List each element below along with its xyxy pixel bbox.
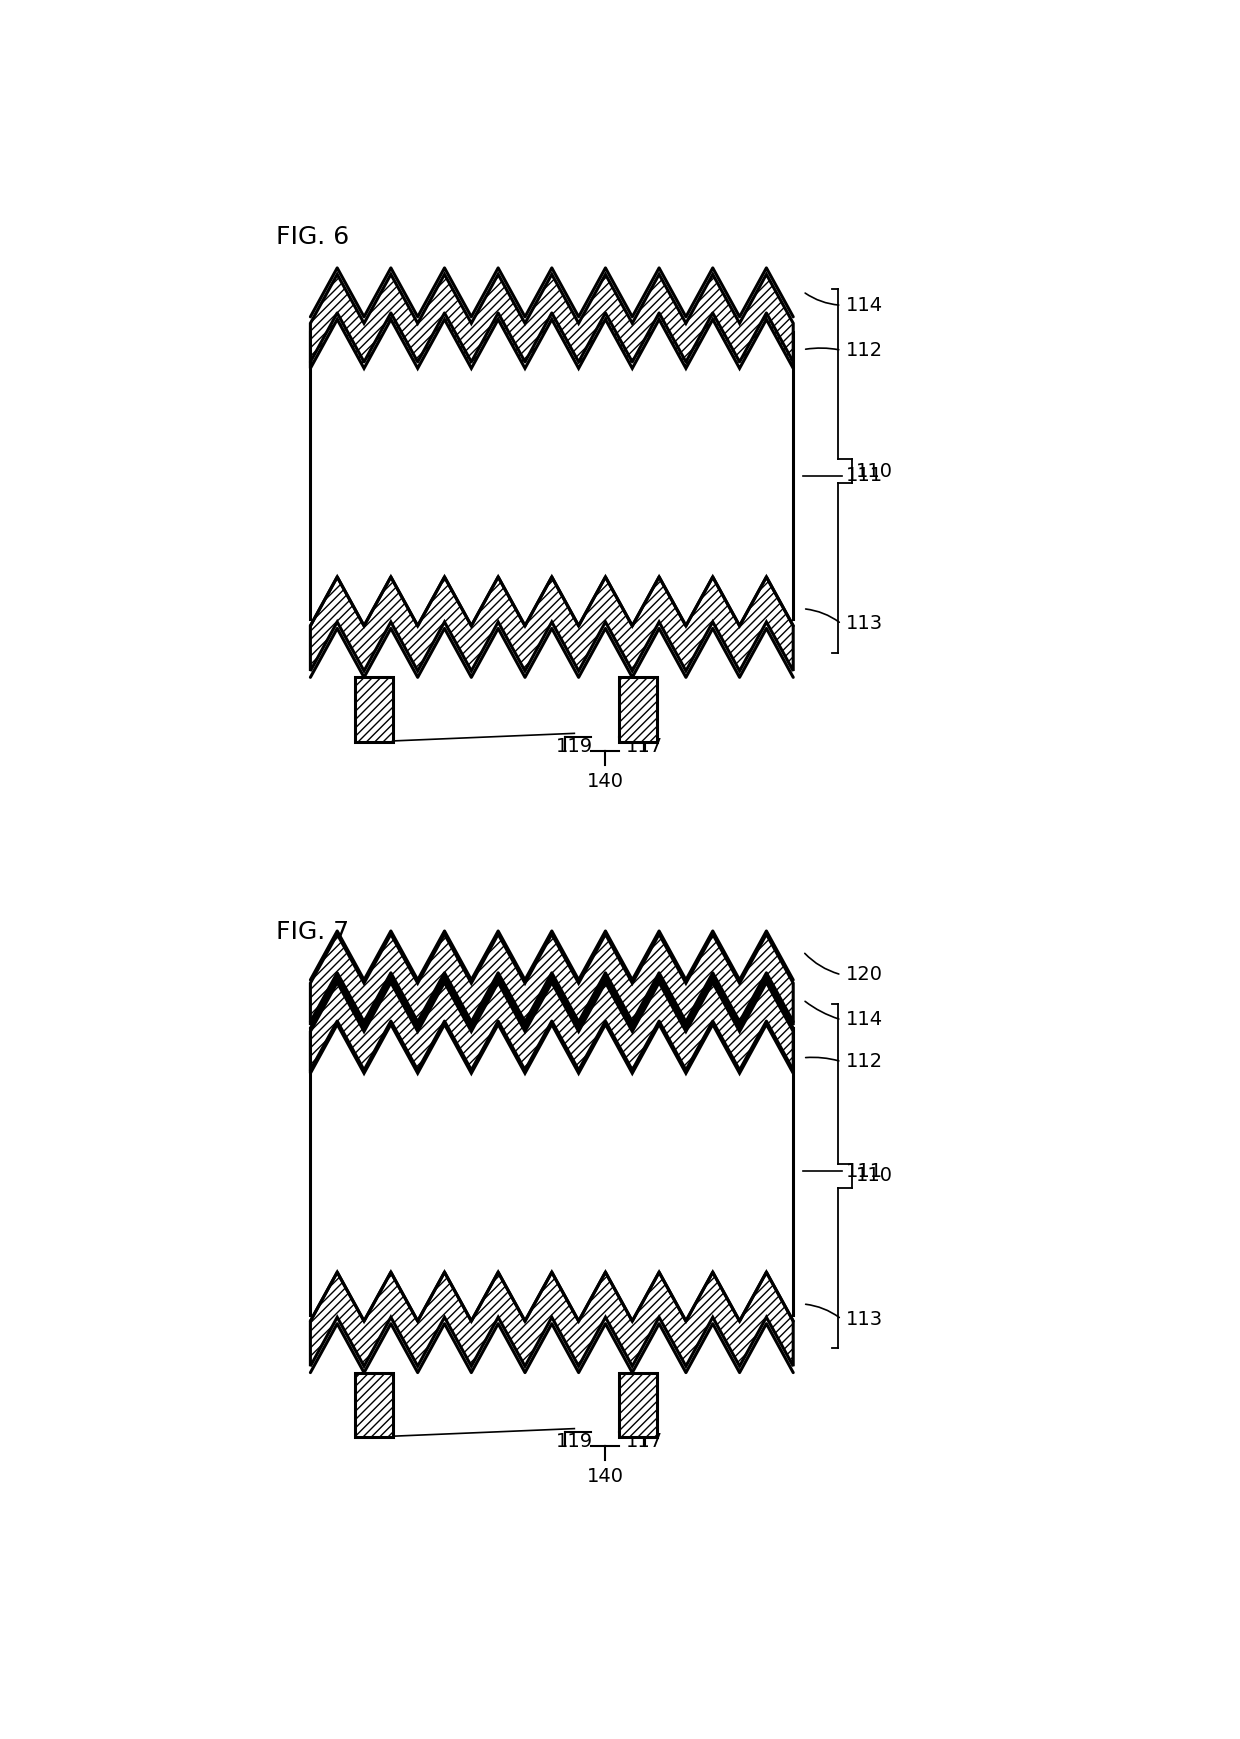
- Text: 112: 112: [846, 1052, 883, 1071]
- Text: 111: 111: [846, 1162, 883, 1181]
- Text: 119: 119: [556, 1431, 593, 1450]
- Polygon shape: [310, 934, 794, 1024]
- Text: 114: 114: [846, 1010, 883, 1029]
- Text: 113: 113: [846, 614, 883, 633]
- Text: 110: 110: [856, 461, 893, 480]
- Text: 113: 113: [846, 1309, 883, 1329]
- Bar: [311, 356, 792, 595]
- Text: 117: 117: [626, 737, 663, 755]
- Text: 119: 119: [556, 737, 593, 755]
- Polygon shape: [310, 983, 794, 1073]
- Bar: [620, 1372, 657, 1436]
- Text: FIG. 7: FIG. 7: [277, 920, 350, 944]
- Polygon shape: [310, 577, 794, 671]
- Text: FIG. 6: FIG. 6: [277, 224, 350, 249]
- Text: 117: 117: [626, 1431, 663, 1450]
- Bar: [620, 676, 657, 743]
- Text: 120: 120: [846, 965, 883, 984]
- Bar: [310, 356, 794, 595]
- Bar: [356, 676, 393, 743]
- Text: 112: 112: [846, 341, 883, 360]
- Bar: [310, 1052, 794, 1290]
- Polygon shape: [310, 275, 794, 369]
- Bar: [356, 1372, 393, 1436]
- Bar: [311, 1052, 792, 1290]
- Polygon shape: [310, 1273, 794, 1367]
- Text: 114: 114: [846, 296, 883, 315]
- Text: 140: 140: [587, 1468, 624, 1487]
- Text: 111: 111: [846, 466, 883, 485]
- Text: 140: 140: [587, 772, 624, 791]
- Text: 110: 110: [856, 1167, 893, 1186]
